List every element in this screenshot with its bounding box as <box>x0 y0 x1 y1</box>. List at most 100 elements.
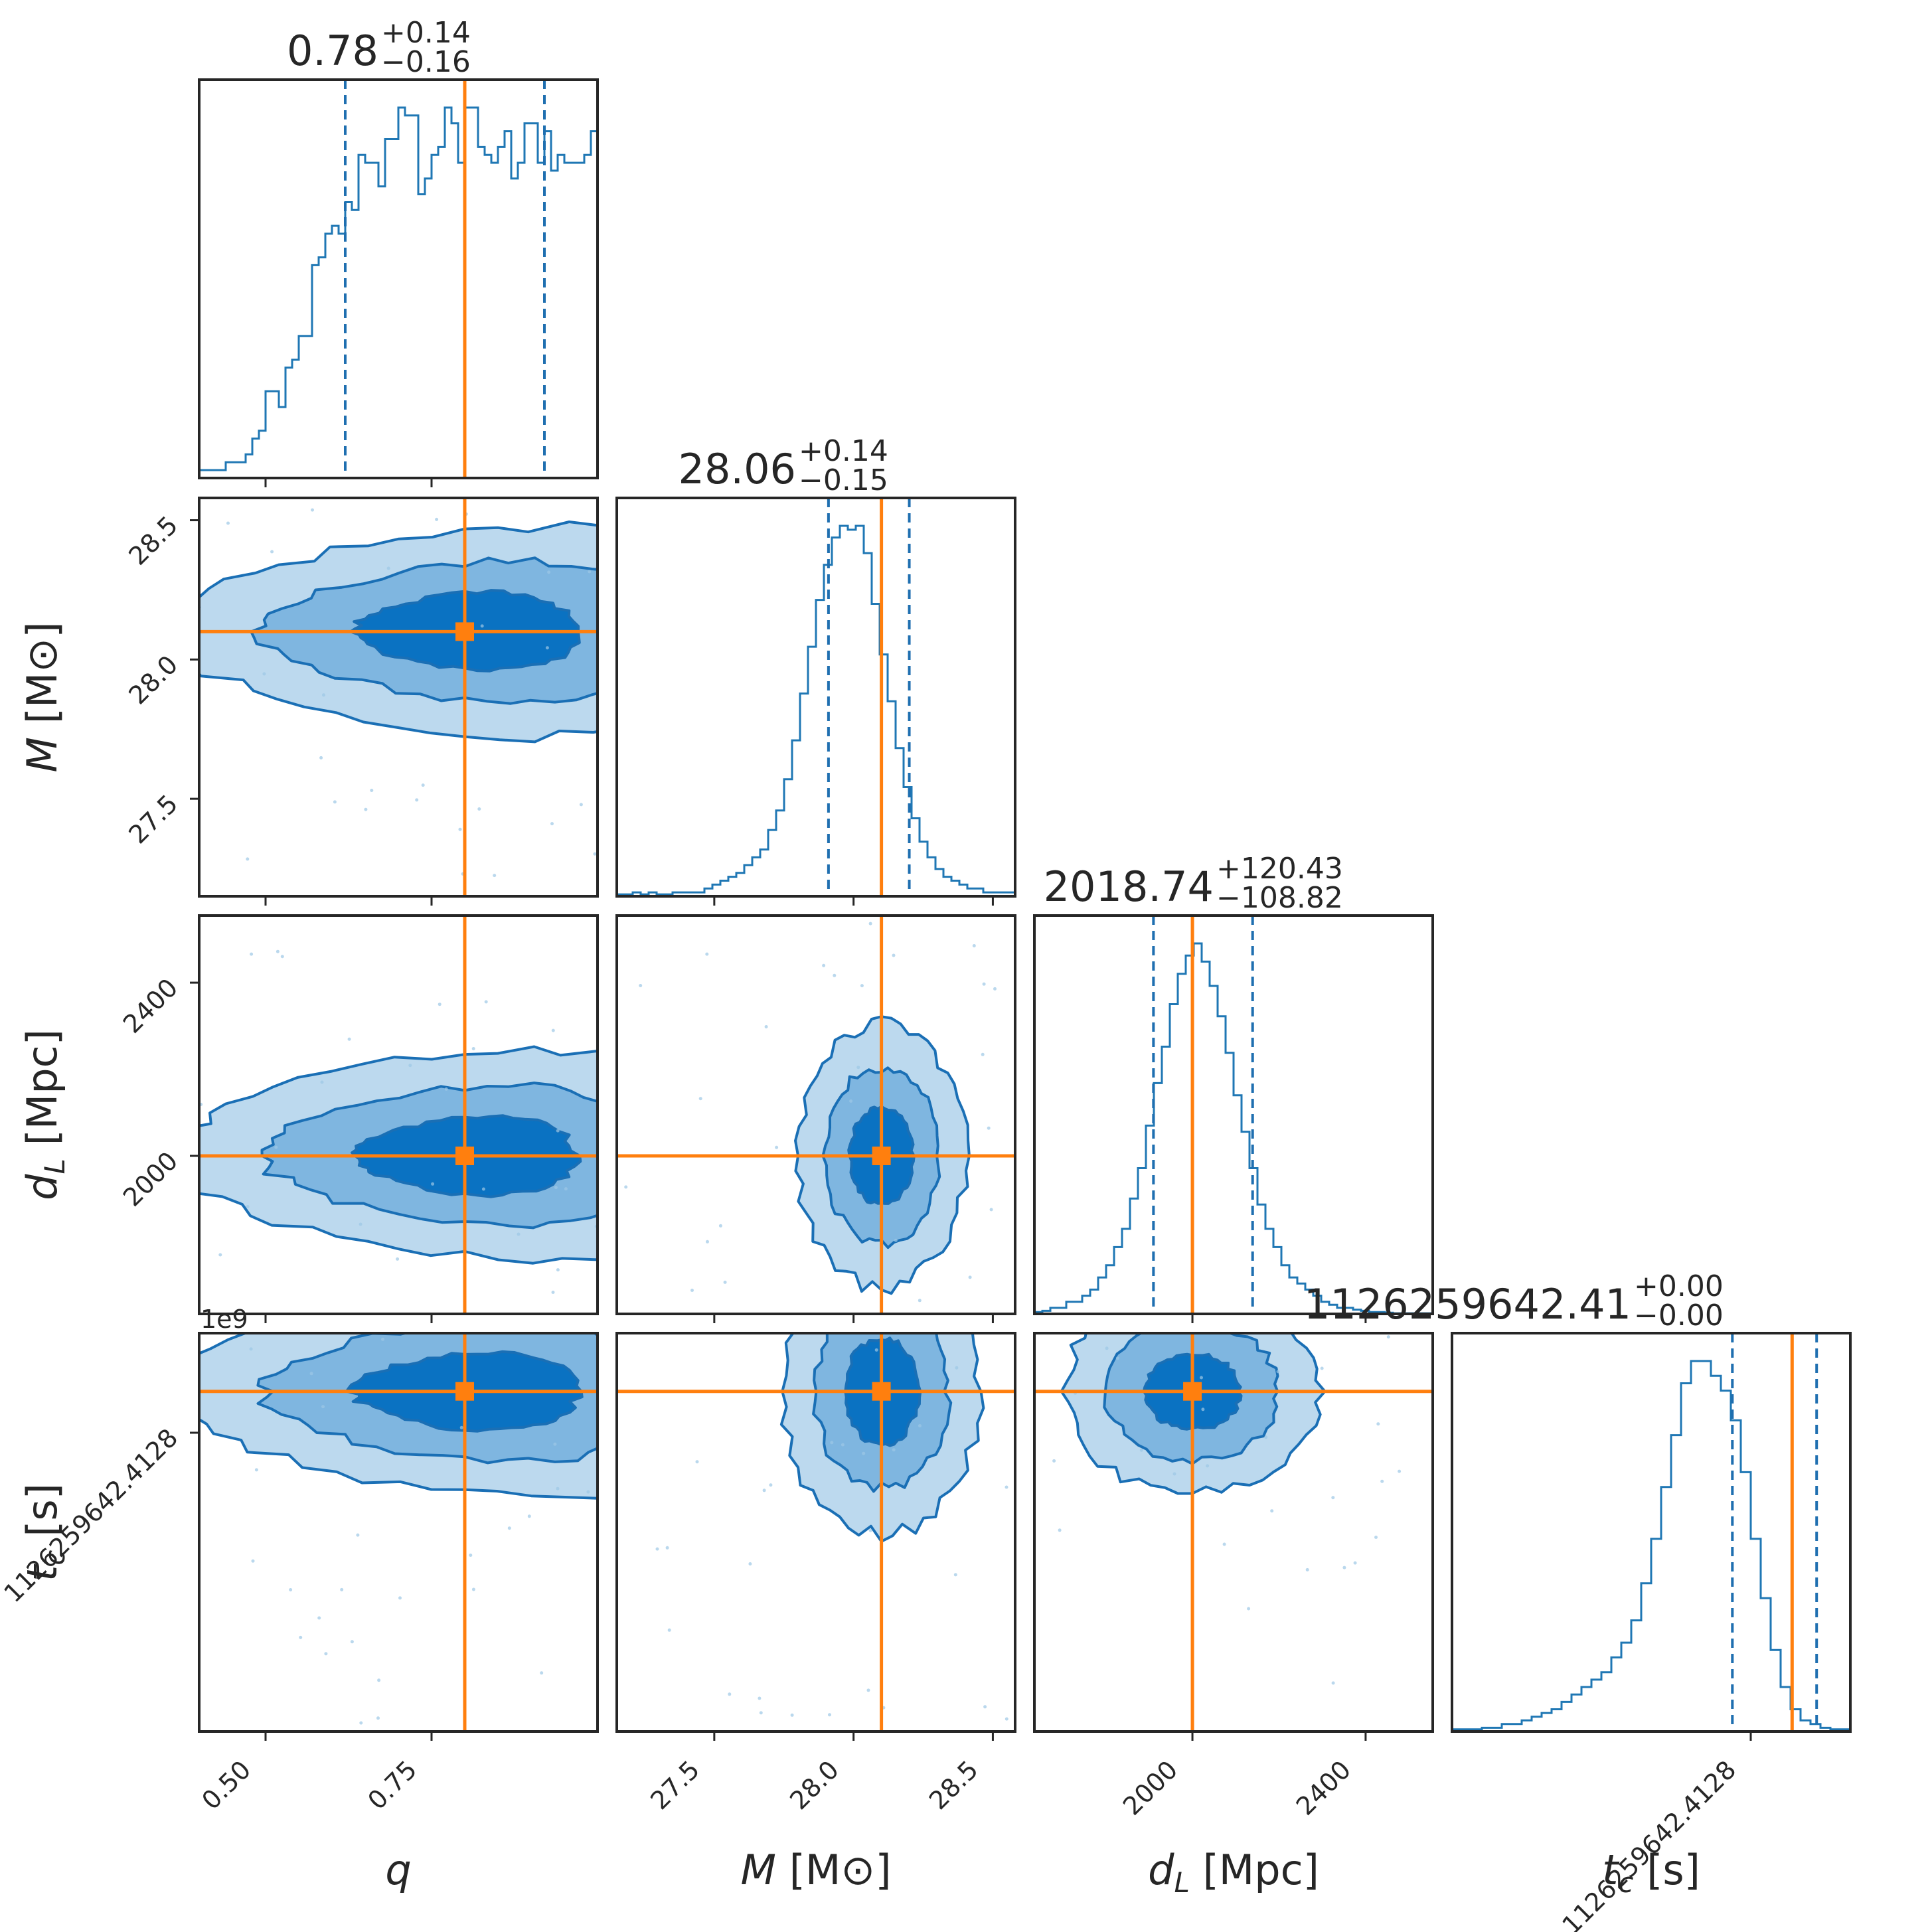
sample-point <box>517 1232 521 1236</box>
sample-point <box>317 1616 321 1620</box>
sample-point <box>1353 1561 1357 1565</box>
title-tc: 1126259642.41 +0.00−0.00 <box>1304 1269 1724 1332</box>
sample-point <box>860 984 864 988</box>
x-tick-label-M: 27.5 <box>645 1755 705 1815</box>
x-axis-label-tc: tc [s] <box>1602 1846 1700 1899</box>
y-axis-label-dL: dL [Mpc] <box>18 1029 71 1200</box>
sample-point <box>1005 1485 1008 1489</box>
panel-frame <box>1451 1332 1852 1733</box>
panel-tc-vs-M <box>617 1333 1015 1731</box>
sample-point <box>493 874 497 878</box>
title-value: 2018.74 <box>1044 862 1214 911</box>
sample-point <box>333 800 337 804</box>
sample-point <box>350 1640 354 1644</box>
panels-layer <box>198 80 1850 1731</box>
sample-point <box>550 822 554 826</box>
panel-frame <box>198 1332 599 1733</box>
sample-point <box>841 1443 845 1447</box>
sample-point <box>226 521 230 525</box>
sample-point <box>968 1275 972 1279</box>
sample-point <box>993 987 997 991</box>
sample-point <box>356 1533 360 1537</box>
title-value: 0.78 <box>287 27 378 75</box>
title-lower: −0.00 <box>1634 1299 1724 1332</box>
sample-point <box>1276 1370 1280 1374</box>
sample-point <box>364 807 368 811</box>
sample-point <box>438 1003 442 1006</box>
sample-point <box>1139 1448 1143 1452</box>
sample-point <box>868 922 872 926</box>
sample-point <box>471 1047 475 1050</box>
panel-frame <box>1033 914 1434 1315</box>
sample-point <box>564 1187 568 1191</box>
sample-point <box>381 1337 384 1341</box>
sample-point <box>1222 1542 1226 1546</box>
sample-point <box>507 1526 511 1530</box>
sample-point <box>545 646 549 650</box>
sample-point <box>866 1688 870 1692</box>
sample-point <box>1172 1472 1176 1476</box>
sample-point <box>408 1064 412 1068</box>
panel-frame <box>615 1332 1016 1733</box>
sample-point <box>347 1037 351 1041</box>
sample-point <box>790 1713 794 1717</box>
sample-point <box>469 1554 473 1557</box>
title-upper: +120.43 <box>1216 852 1343 886</box>
sample-point <box>527 1514 531 1518</box>
sample-point <box>556 1129 560 1133</box>
sample-point <box>1115 1356 1119 1360</box>
sample-point <box>588 570 592 574</box>
x-axis-label-dL: dL [Mpc] <box>1148 1846 1319 1899</box>
frames-layer <box>198 78 1852 1733</box>
sample-point <box>249 1347 253 1351</box>
sample-point <box>1200 1376 1203 1380</box>
title-lower: −0.16 <box>381 45 471 79</box>
sample-point <box>270 550 274 554</box>
sample-point <box>556 1268 560 1272</box>
x-tick-label-dL: 2400 <box>1291 1755 1357 1821</box>
sample-point <box>918 1299 922 1303</box>
sample-point <box>435 517 439 521</box>
panel-tc-vs-dL <box>1034 1333 1433 1731</box>
title-upper: +0.00 <box>1634 1269 1724 1303</box>
title-value: 1126259642.41 <box>1304 1280 1631 1328</box>
sample-point <box>983 1705 987 1709</box>
sample-point <box>830 1441 834 1445</box>
title-M: 28.06 +0.14−0.15 <box>679 434 888 497</box>
sample-point <box>322 693 325 697</box>
sample-point <box>340 1587 344 1591</box>
sample-point <box>484 1000 488 1004</box>
sample-point <box>586 1490 590 1494</box>
title-dL: 2018.74 +120.43−108.82 <box>1044 852 1343 915</box>
sample-point <box>1398 1469 1402 1473</box>
sample-point <box>698 1097 702 1101</box>
sample-point <box>723 1280 727 1284</box>
panel-frame <box>198 78 599 479</box>
title-lower: −108.82 <box>1216 881 1343 915</box>
sample-point <box>1206 1464 1210 1468</box>
sample-point <box>218 1253 222 1257</box>
panel-dL-vs-M <box>617 916 1015 1314</box>
sample-point <box>556 1487 560 1490</box>
sample-point <box>320 1080 324 1084</box>
sample-point <box>1305 1568 1309 1571</box>
sample-point <box>250 952 254 956</box>
sample-point <box>665 1546 669 1550</box>
sample-point <box>833 973 837 977</box>
panel-dL-vs-q <box>199 916 598 1314</box>
sample-point <box>874 1348 878 1352</box>
x-tick-label-q: 0.50 <box>196 1755 256 1815</box>
histogram-M <box>615 524 1015 896</box>
sample-point <box>828 1713 831 1717</box>
y-axis-label-M: M [M⊙] <box>18 621 66 772</box>
x-tick-label-M: 28.5 <box>924 1755 984 1815</box>
y-tick-label-M: 28.5 <box>123 511 183 571</box>
sample-point <box>480 624 484 628</box>
sample-point <box>593 852 597 856</box>
sample-point <box>655 1547 659 1551</box>
sample-point <box>377 1678 381 1682</box>
title-q: 0.78 +0.14−0.16 <box>287 16 471 79</box>
y-tick-label-dL: 2000 <box>118 1146 184 1212</box>
sample-point <box>868 1528 872 1532</box>
